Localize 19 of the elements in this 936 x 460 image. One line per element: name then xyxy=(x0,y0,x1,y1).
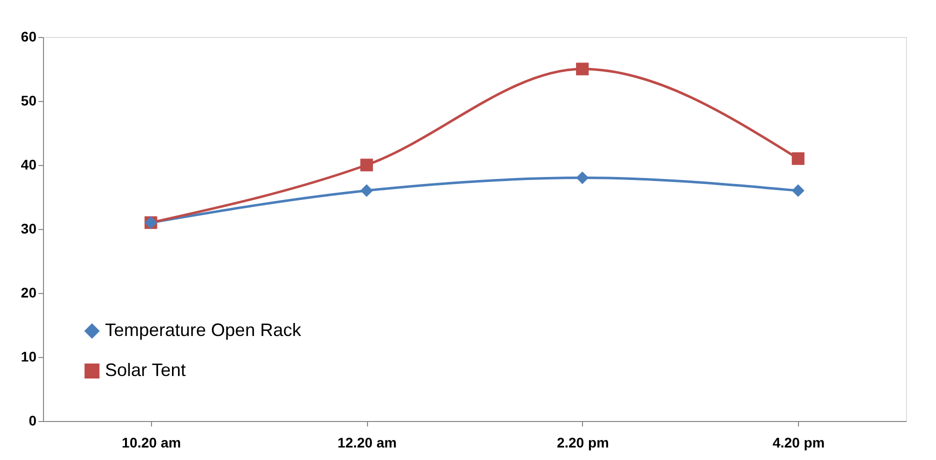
y-tick-label: 20 xyxy=(20,284,37,300)
y-tick-label: 0 xyxy=(28,412,37,428)
y-tick-label: 10 xyxy=(20,348,37,364)
y-tick-label: 30 xyxy=(20,220,37,236)
y-tick-label: 40 xyxy=(20,156,37,172)
x-tick-label: 12.20 am xyxy=(338,434,397,450)
point xyxy=(576,171,589,184)
x-tick-label: 4.20 pm xyxy=(772,434,825,450)
legend-label: Solar Tent xyxy=(105,360,186,380)
point xyxy=(360,184,373,197)
point xyxy=(792,184,804,197)
x-tick-label: 10.20 am xyxy=(122,434,181,450)
point xyxy=(576,62,589,76)
point xyxy=(792,152,804,165)
y-tick-label: 60 xyxy=(20,28,37,44)
legend-label: Temperature Open Rack xyxy=(105,320,302,340)
y-tick-label: 50 xyxy=(20,92,37,108)
x-tick-label: 2.20 pm xyxy=(556,434,609,450)
point xyxy=(360,158,373,172)
